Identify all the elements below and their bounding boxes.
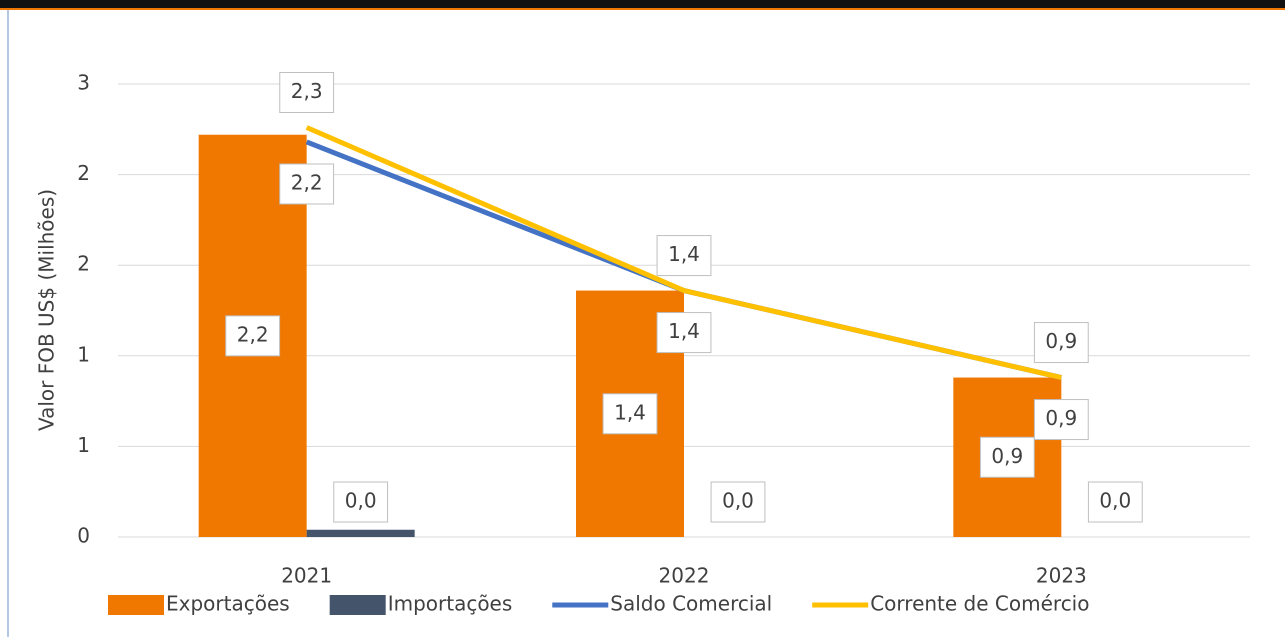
legend-label: Exportações [166, 592, 290, 616]
data-label-box [602, 393, 658, 435]
data-label-box [710, 481, 766, 523]
data-label: 0,9 [1045, 329, 1077, 353]
data-label-box [333, 481, 389, 523]
data-label: 0,9 [1045, 406, 1077, 430]
x-tick-label: 2023 [1036, 564, 1087, 588]
data-label: 0,0 [345, 489, 377, 513]
data-label: 0,9 [991, 444, 1023, 468]
x-tick-label: 2022 [659, 564, 710, 588]
data-label-box [656, 312, 712, 354]
y-tick-label: 0 [77, 524, 90, 548]
data-label-box [279, 163, 335, 205]
data-label-box [279, 71, 335, 113]
y-tick-label: 1 [77, 433, 90, 457]
data-label-box [656, 235, 712, 277]
data-label: 2,2 [237, 322, 269, 346]
line [305, 125, 1062, 380]
data-label-box [979, 436, 1035, 478]
data-label: 2,2 [291, 170, 323, 194]
legend-label: Saldo Comercial [610, 592, 772, 616]
x-tick-label: 2021 [281, 564, 332, 588]
data-label: 1,4 [668, 319, 700, 343]
y-axis-title: Valor FOB US$ (Milhões) [35, 189, 59, 431]
legend-label: Importações [388, 592, 513, 616]
y-tick-label: 2 [77, 252, 90, 276]
data-label-box [1087, 481, 1143, 523]
data-label: 1,4 [614, 400, 646, 424]
header-bar [0, 0, 1285, 8]
data-label-box [1033, 399, 1089, 441]
data-label: 0,0 [1099, 489, 1131, 513]
bar [306, 529, 415, 537]
header-border [0, 8, 1285, 10]
data-label: 2,3 [291, 79, 323, 103]
data-label: 1,4 [668, 242, 700, 266]
data-label-box [1033, 322, 1089, 364]
legend-label: Corrente de Comércio [870, 592, 1089, 616]
y-tick-label: 3 [77, 71, 90, 95]
y-tick-label: 1 [77, 342, 90, 366]
data-label: 0,0 [722, 489, 754, 513]
legend-swatch [108, 595, 164, 615]
y-tick-label: 2 [77, 161, 90, 185]
legend-swatch [329, 595, 386, 615]
data-label-box [225, 315, 281, 357]
